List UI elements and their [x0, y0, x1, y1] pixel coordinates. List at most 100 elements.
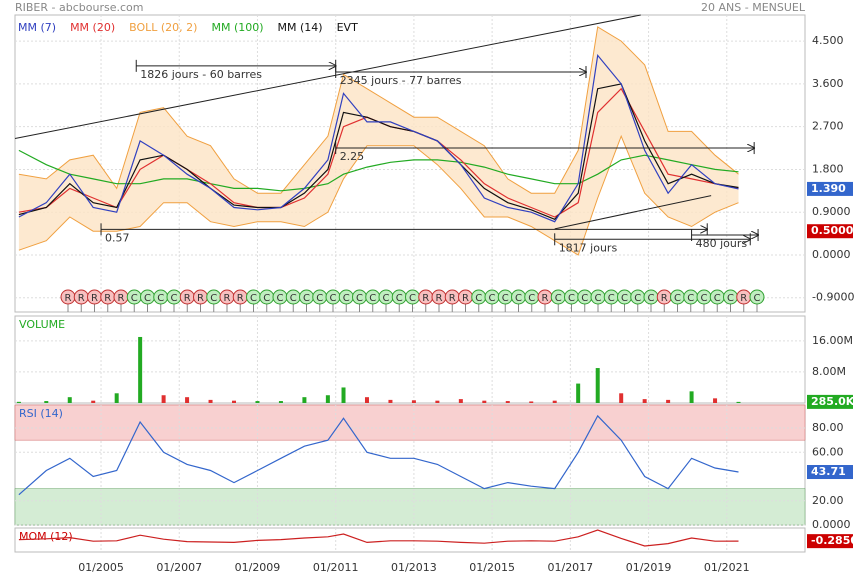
event-marker: [749, 289, 765, 305]
last-value-label: 43.71: [811, 465, 846, 478]
event-letter: C: [555, 293, 562, 304]
event-letter: C: [250, 293, 257, 304]
event-letter: R: [661, 293, 668, 304]
event-letter: C: [157, 293, 164, 304]
annotation-text: 1817 jours: [559, 241, 618, 254]
event-letter: C: [687, 293, 694, 304]
event-letter: C: [568, 293, 575, 304]
event-letter: C: [356, 293, 363, 304]
oversold-zone: [14, 488, 806, 526]
last-value-box: [807, 181, 853, 196]
event-letter: R: [184, 293, 191, 304]
event-letter: C: [475, 293, 482, 304]
volume-bar: [67, 397, 72, 403]
legend-entry: MM (7): [18, 21, 56, 34]
last-value-label: 0.5000: [811, 224, 854, 237]
panel-title: RSI (14): [19, 407, 63, 420]
y-tick-label: 0.0000: [812, 248, 851, 261]
event-letter: R: [197, 293, 204, 304]
volume-bar: [302, 397, 307, 403]
boll-upper: [18, 26, 739, 194]
series-line: [18, 53, 739, 223]
event-letter: C: [608, 293, 615, 304]
overbought-zone: [14, 404, 806, 441]
event-letter: R: [118, 293, 125, 304]
event-letter: C: [714, 293, 721, 304]
series-line: [18, 529, 739, 547]
boll-band-fill: [18, 26, 739, 255]
volume-bar: [529, 401, 534, 403]
volume-bar: [138, 336, 143, 403]
panel-frame: [14, 315, 806, 404]
event-letter: R: [91, 293, 98, 304]
volume-bar: [713, 398, 718, 403]
y-tick-label: 3.600: [812, 77, 844, 90]
event-letter: C: [171, 293, 178, 304]
boll-lower: [18, 134, 739, 256]
event-letter: C: [502, 293, 509, 304]
y-tick-label: 0.0000: [812, 518, 851, 531]
volume-bar: [435, 400, 440, 403]
volume-bar: [16, 401, 21, 403]
event-letter: C: [303, 293, 310, 304]
volume-bar: [736, 401, 741, 403]
panel-frame: [14, 527, 806, 553]
last-value-box: [807, 534, 853, 549]
legend-entry: BOLL (20, 2): [129, 21, 197, 34]
volume-bar: [341, 387, 346, 403]
y-tick-label: 0.9000: [812, 205, 851, 218]
trendline: [554, 195, 712, 230]
volume-bar: [278, 401, 283, 403]
y-tick-label: -0.9000: [812, 291, 854, 304]
y-tick-label: 8.00M: [812, 365, 846, 378]
x-tick-label: 01/2007: [156, 561, 202, 574]
event-letter: C: [754, 293, 761, 304]
volume-bar: [91, 400, 96, 403]
event-letter: R: [104, 293, 111, 304]
volume-bar: [364, 397, 369, 403]
y-tick-label: 1.800: [812, 162, 844, 175]
event-letter: R: [542, 293, 549, 304]
volume-bar: [161, 395, 166, 403]
x-tick-label: 01/2005: [78, 561, 124, 574]
event-letter: C: [277, 293, 284, 304]
x-tick-label: 01/2021: [704, 561, 750, 574]
legend-entry: EVT: [337, 21, 358, 34]
series-line: [18, 414, 739, 496]
event-letter: C: [515, 293, 522, 304]
volume-bar: [576, 383, 581, 403]
panel-title: VOLUME: [19, 318, 65, 331]
event-letter: C: [701, 293, 708, 304]
volume-bar: [689, 391, 694, 403]
volume-bar: [114, 393, 119, 403]
event-letter: C: [210, 293, 217, 304]
volume-bar: [208, 399, 213, 403]
volume-bar: [458, 399, 463, 403]
event-letter: R: [78, 293, 85, 304]
x-tick-label: 01/2017: [547, 561, 593, 574]
event-letter: R: [422, 293, 429, 304]
event-letter: C: [489, 293, 496, 304]
annotation-text: 2.25: [340, 150, 365, 163]
event-letter: C: [648, 293, 655, 304]
event-letter: R: [65, 293, 72, 304]
event-letter: R: [436, 293, 443, 304]
event-letter: C: [409, 293, 416, 304]
y-tick-label: 20.00: [812, 494, 844, 507]
event-letter: C: [528, 293, 535, 304]
event-letter: R: [462, 293, 469, 304]
last-value-box: [807, 224, 853, 239]
annotation-text: 480 jours: [696, 237, 748, 250]
event-letter: C: [581, 293, 588, 304]
annotation-text: 2345 jours - 77 barres: [340, 74, 462, 87]
legend-entry: MM (100): [211, 21, 263, 34]
event-letter: C: [727, 293, 734, 304]
volume-bar: [232, 400, 237, 403]
volume-bar: [255, 401, 260, 403]
event-letter: R: [224, 293, 231, 304]
volume-bar: [388, 399, 393, 403]
volume-bar: [619, 393, 624, 403]
panel-title: MOM (12): [19, 530, 73, 543]
last-value-label: 285.0K: [811, 395, 855, 408]
event-letter: C: [634, 293, 641, 304]
